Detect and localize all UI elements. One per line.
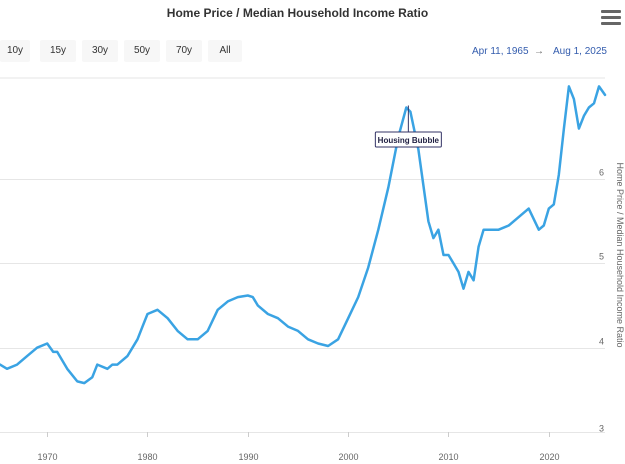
menu-bar-2	[601, 16, 621, 19]
chart-title: Home Price / Median Household Income Rat…	[166, 6, 429, 20]
range-button-10y[interactable]: 10y	[0, 40, 30, 62]
x-tick-label-1970: 1970	[37, 452, 57, 462]
annotation-label: Housing Bubble	[378, 136, 440, 145]
x-tick-label-1990: 1990	[238, 452, 258, 462]
y-axis-label: Home Price / Median Household Income Rat…	[615, 162, 625, 347]
series-line-0	[0, 85, 607, 385]
x-tick-label-2010: 2010	[438, 452, 458, 462]
range-button-50y[interactable]: 50y	[124, 40, 160, 62]
date-separator-arrow: →	[534, 46, 544, 57]
date-to-input[interactable]: Aug 1, 2025	[553, 46, 607, 57]
x-tick-label-2020: 2020	[539, 452, 559, 462]
menu-bar-1	[601, 10, 621, 13]
hamburger-menu-icon[interactable]	[601, 10, 621, 28]
x-tick-label-1980: 1980	[137, 452, 157, 462]
range-button-all[interactable]: All	[208, 40, 242, 62]
y-tick-label-6: 6	[599, 168, 604, 178]
range-button-30y[interactable]: 30y	[82, 40, 118, 62]
annotation-box	[374, 131, 442, 148]
x-tick-label-2000: 2000	[338, 452, 358, 462]
range-button-15y[interactable]: 15y	[40, 40, 76, 62]
menu-bar-3	[601, 22, 621, 25]
y-tick-label-5: 5	[599, 252, 604, 262]
y-tick-label-4: 4	[599, 337, 604, 347]
y-tick-label-3: 3	[599, 424, 604, 434]
date-from-input[interactable]: Apr 11, 1965	[472, 46, 529, 57]
range-button-70y[interactable]: 70y	[166, 40, 202, 62]
